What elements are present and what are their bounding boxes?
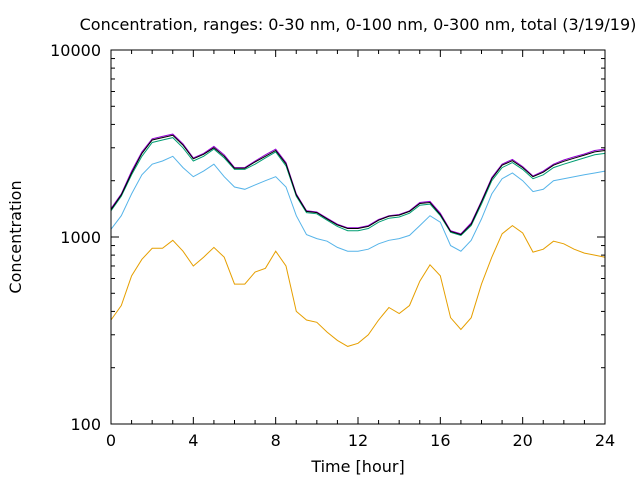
series-line-4	[110, 134, 606, 236]
series-layer	[110, 133, 606, 347]
x-tick-label: 16	[430, 431, 450, 450]
series-line-1	[110, 155, 606, 252]
x-axis-title: Time [hour]	[310, 457, 404, 476]
x-tick-label: 12	[348, 431, 368, 450]
x-tick-label: 24	[595, 431, 615, 450]
y-tick-label: 100	[70, 415, 101, 434]
y-tick-label: 1000	[60, 228, 101, 247]
x-tick-label: 0	[106, 431, 116, 450]
axis-ticks: 0 4 8 12 16 20 24 100 1000 10000	[50, 41, 615, 450]
y-axis-title: Concentration	[6, 180, 25, 293]
series-line-0	[110, 224, 606, 347]
series-line-3	[110, 133, 606, 235]
plot-frame	[110, 49, 606, 425]
x-tick-label: 8	[271, 431, 281, 450]
series-line-2	[110, 137, 606, 236]
chart-title: Concentration, ranges: 0-30 nm, 0-100 nm…	[80, 15, 637, 34]
y-tick-label: 10000	[50, 41, 101, 60]
x-tick-label: 4	[188, 431, 198, 450]
x-tick-label: 20	[512, 431, 532, 450]
